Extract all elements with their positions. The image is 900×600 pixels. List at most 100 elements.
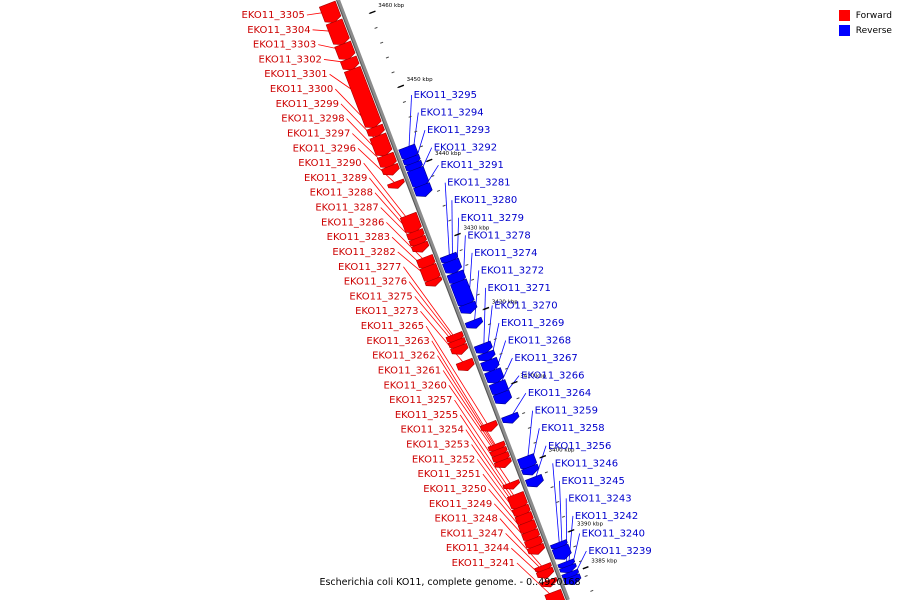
gene-label-eko11-3272[interactable]: EKO11_3272 — [481, 265, 544, 276]
gene-label-eko11-3251[interactable]: EKO11_3251 — [418, 469, 481, 480]
gene-label-eko11-3246[interactable]: EKO11_3246 — [555, 458, 618, 469]
gene-glyph-eko11-3300[interactable] — [366, 123, 385, 137]
gene-glyph-eko11-3297[interactable] — [381, 162, 400, 176]
gene-label-eko11-3267[interactable]: EKO11_3267 — [514, 353, 577, 364]
gene-glyph-eko11-3274[interactable] — [458, 300, 478, 314]
gene-label-eko11-3286[interactable]: EKO11_3286 — [321, 217, 384, 228]
gene-label-eko11-3275[interactable]: EKO11_3275 — [349, 291, 412, 302]
gene-label-eko11-3260[interactable]: EKO11_3260 — [383, 380, 446, 391]
gene-glyph-eko11-3239[interactable] — [563, 573, 582, 585]
gene-glyph-eko11-3273[interactable] — [455, 357, 475, 371]
gene-label-eko11-3269[interactable]: EKO11_3269 — [501, 318, 564, 329]
gene-glyph-eko11-3268[interactable] — [484, 367, 505, 384]
gene-label-eko11-3298[interactable]: EKO11_3298 — [281, 114, 344, 125]
gene-glyph-eko11-3270[interactable] — [477, 349, 496, 362]
gene-label-eko11-3249[interactable]: EKO11_3249 — [429, 499, 492, 510]
gene-label-eko11-3250[interactable]: EKO11_3250 — [423, 484, 486, 495]
gene-label-eko11-3294[interactable]: EKO11_3294 — [420, 108, 483, 119]
gene-glyph-eko11-3298[interactable] — [376, 151, 397, 169]
gene-label-eko11-3264[interactable]: EKO11_3264 — [528, 388, 591, 399]
gene-glyph-eko11-3265[interactable] — [479, 419, 498, 432]
gene-label-eko11-3280[interactable]: EKO11_3280 — [454, 195, 517, 206]
gene-glyph-eko11-3303[interactable] — [334, 40, 356, 60]
gene-label-eko11-3302[interactable]: EKO11_3302 — [259, 54, 322, 65]
gene-glyph-eko11-3260[interactable] — [493, 456, 512, 469]
gene-glyph-eko11-3287[interactable] — [410, 240, 430, 253]
gene-label-eko11-3263[interactable]: EKO11_3263 — [366, 336, 429, 347]
gene-label-eko11-3288[interactable]: EKO11_3288 — [310, 188, 373, 199]
gene-glyph-eko11-3304[interactable] — [325, 18, 350, 46]
gene-label-eko11-3292[interactable]: EKO11_3292 — [434, 143, 497, 154]
gene-glyph-eko11-3242[interactable] — [559, 562, 577, 574]
gene-glyph-eko11-3271[interactable] — [473, 340, 493, 354]
gene-label-eko11-3282[interactable]: EKO11_3282 — [332, 247, 395, 258]
gene-label-eko11-3240[interactable]: EKO11_3240 — [582, 528, 645, 539]
gene-glyph-eko11-3305[interactable] — [318, 0, 342, 23]
gene-label-eko11-3291[interactable]: EKO11_3291 — [440, 160, 503, 171]
gene-label-eko11-3241[interactable]: EKO11_3241 — [452, 558, 515, 569]
gene-glyph-eko11-3301[interactable] — [343, 65, 382, 129]
gene-glyph-eko11-3245[interactable] — [551, 543, 572, 560]
gene-label-eko11-3283[interactable]: EKO11_3283 — [327, 232, 390, 243]
gene-label-eko11-3277[interactable]: EKO11_3277 — [338, 262, 401, 273]
gene-label-eko11-3257[interactable]: EKO11_3257 — [389, 395, 452, 406]
gene-label-eko11-3299[interactable]: EKO11_3299 — [276, 99, 339, 110]
gene-label-eko11-3305[interactable]: EKO11_3305 — [242, 10, 305, 21]
gene-label-eko11-3278[interactable]: EKO11_3278 — [467, 230, 530, 241]
gene-glyph-eko11-3280[interactable] — [442, 257, 463, 274]
gene-label-eko11-3289[interactable]: EKO11_3289 — [304, 173, 367, 184]
gene-glyph-eko11-3291[interactable] — [413, 182, 433, 197]
gene-label-eko11-3281[interactable]: EKO11_3281 — [447, 178, 510, 189]
gene-label-eko11-3247[interactable]: EKO11_3247 — [440, 528, 503, 539]
gene-label-eko11-3259[interactable]: EKO11_3259 — [535, 406, 598, 417]
gene-label-eko11-3255[interactable]: EKO11_3255 — [395, 410, 458, 421]
gene-glyph-eko11-3275[interactable] — [450, 342, 469, 355]
gene-label-eko11-3268[interactable]: EKO11_3268 — [508, 336, 571, 347]
gene-glyph-eko11-3272[interactable] — [464, 316, 484, 329]
gene-glyph-eko11-3282[interactable] — [424, 276, 443, 287]
gene-label-eko11-3295[interactable]: EKO11_3295 — [414, 90, 477, 101]
gene-label-eko11-3256[interactable]: EKO11_3256 — [548, 441, 611, 452]
gene-label-eko11-3252[interactable]: EKO11_3252 — [412, 454, 475, 465]
gene-label-eko11-3248[interactable]: EKO11_3248 — [435, 514, 498, 525]
gene-glyph-eko11-3241[interactable] — [544, 588, 566, 600]
gene-label-eko11-3273[interactable]: EKO11_3273 — [355, 306, 418, 317]
gene-label-eko11-3258[interactable]: EKO11_3258 — [541, 423, 604, 434]
gene-label-eko11-3244[interactable]: EKO11_3244 — [446, 543, 509, 554]
gene-glyph-eko11-3244[interactable] — [539, 576, 558, 588]
gene-label-eko11-3265[interactable]: EKO11_3265 — [361, 321, 424, 332]
gene-label-eko11-3245[interactable]: EKO11_3245 — [561, 476, 624, 487]
gene-label-eko11-3242[interactable]: EKO11_3242 — [575, 511, 638, 522]
gene-glyph-eko11-3269[interactable] — [480, 356, 500, 372]
gene-label-eko11-3303[interactable]: EKO11_3303 — [253, 40, 316, 51]
gene-label-eko11-3270[interactable]: EKO11_3270 — [494, 300, 557, 311]
gene-label-eko11-3279[interactable]: EKO11_3279 — [461, 213, 524, 224]
gene-glyph-eko11-3258[interactable] — [521, 463, 540, 476]
gene-label-eko11-3266[interactable]: EKO11_3266 — [521, 371, 584, 382]
gene-label-eko11-3271[interactable]: EKO11_3271 — [488, 283, 551, 294]
gene-label-eko11-3296[interactable]: EKO11_3296 — [293, 143, 356, 154]
gene-label-eko11-3243[interactable]: EKO11_3243 — [568, 493, 631, 504]
gene-label-eko11-3253[interactable]: EKO11_3253 — [406, 440, 469, 451]
gene-glyph-eko11-3296[interactable] — [387, 178, 405, 189]
gene-label-eko11-3262[interactable]: EKO11_3262 — [372, 351, 435, 362]
gene-label-eko11-3287[interactable]: EKO11_3287 — [315, 203, 378, 214]
gene-label-eko11-3300[interactable]: EKO11_3300 — [270, 84, 333, 95]
gene-label-eko11-3239[interactable]: EKO11_3239 — [588, 546, 651, 557]
gene-label-eko11-3290[interactable]: EKO11_3290 — [298, 158, 361, 169]
gene-label-eko11-3293[interactable]: EKO11_3293 — [427, 125, 490, 136]
gene-glyph-eko11-3266[interactable] — [492, 389, 513, 405]
gene-label-eko11-3301[interactable]: EKO11_3301 — [264, 69, 327, 80]
gene-label-eko11-3254[interactable]: EKO11_3254 — [400, 425, 463, 436]
gene-label-eko11-3276[interactable]: EKO11_3276 — [344, 277, 407, 288]
gene-glyph-eko11-3299[interactable] — [369, 132, 393, 157]
gene-glyph-eko11-3256[interactable] — [524, 473, 544, 488]
gene-label-eko11-3261[interactable]: EKO11_3261 — [378, 365, 441, 376]
gene-glyph-eko11-3247[interactable] — [535, 566, 555, 579]
gene-label-eko11-3304[interactable]: EKO11_3304 — [247, 25, 310, 36]
gene-glyph-eko11-3249[interactable] — [526, 542, 546, 555]
gene-glyph-eko11-3264[interactable] — [501, 411, 520, 424]
gene-glyph-eko11-3257[interactable] — [502, 479, 521, 490]
gene-label-eko11-3297[interactable]: EKO11_3297 — [287, 128, 350, 139]
gene-glyph-eko11-3290[interactable] — [399, 211, 422, 234]
